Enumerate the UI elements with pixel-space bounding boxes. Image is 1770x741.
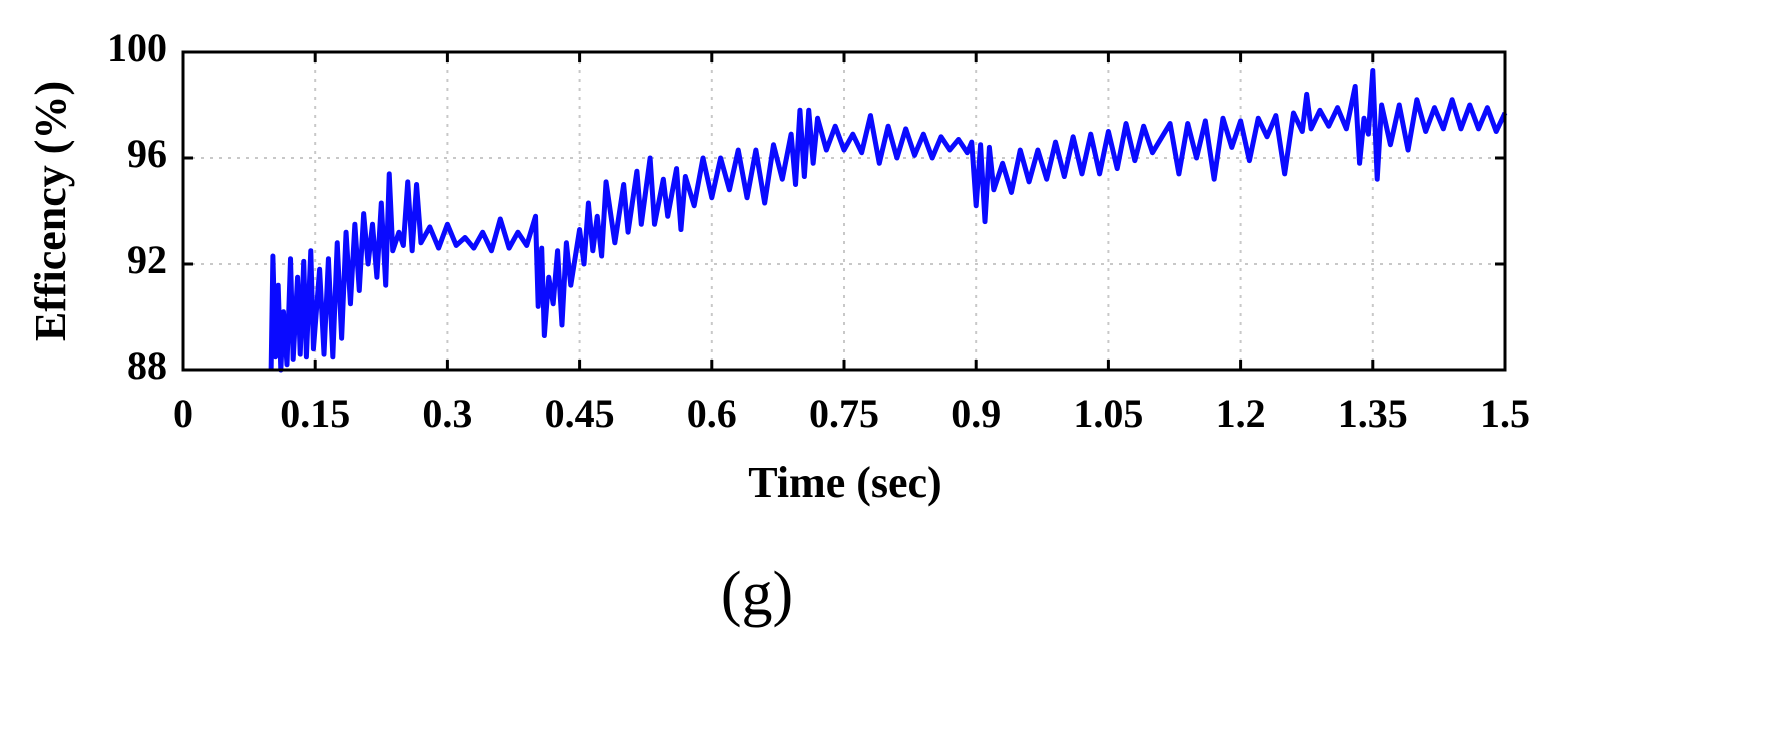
y-tick-label: 96 [127, 131, 167, 176]
y-tick-label: 100 [107, 25, 167, 70]
y-tick-label: 88 [127, 343, 167, 388]
x-tick-label: 0.6 [687, 391, 737, 436]
x-tick-label: 0.45 [545, 391, 615, 436]
x-tick-label: 1.2 [1216, 391, 1266, 436]
x-tick-label: 1.05 [1073, 391, 1143, 436]
x-tick-label: 0.3 [422, 391, 472, 436]
caption: (g) [721, 560, 793, 628]
x-tick-label: 0 [173, 391, 193, 436]
plot-frame [181, 50, 1507, 372]
x-tick-label: 1.5 [1480, 391, 1530, 436]
x-axis-title: Time (sec) [748, 458, 941, 507]
data-line [268, 68, 1508, 373]
x-tick-label: 1.35 [1338, 391, 1408, 436]
x-tick-label: 0.75 [809, 391, 879, 436]
x-tick-label: 0.9 [951, 391, 1001, 436]
y-tick-label: 92 [127, 237, 167, 282]
x-tick-label: 0.15 [280, 391, 350, 436]
y-axis-title: Efficency (%) [26, 81, 75, 341]
